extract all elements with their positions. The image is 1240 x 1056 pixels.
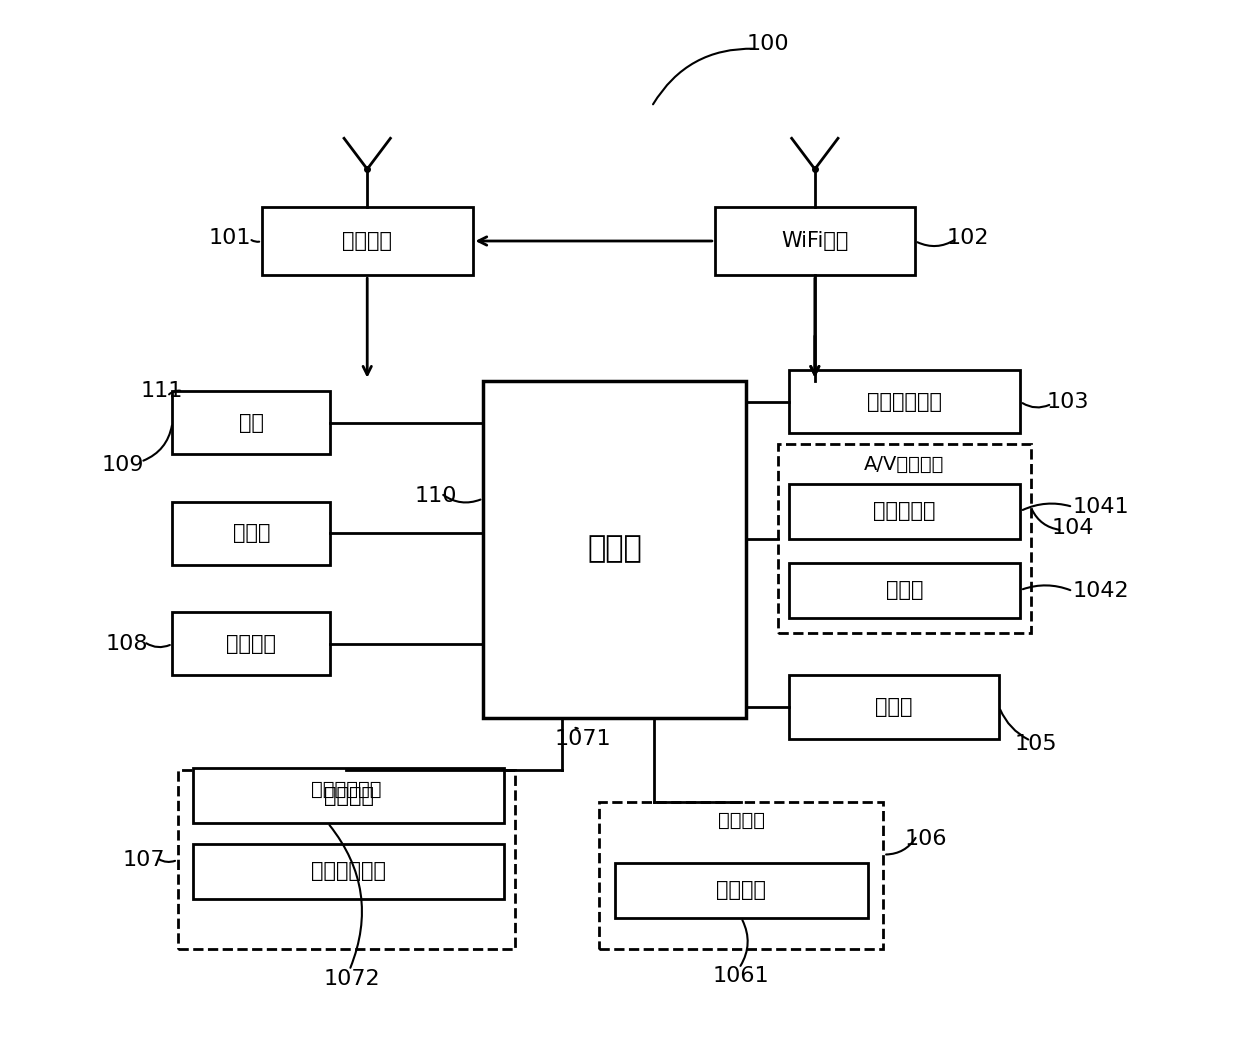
Text: WiFi模块: WiFi模块 <box>781 231 848 251</box>
Bar <box>193 768 505 823</box>
Text: 111: 111 <box>140 381 184 401</box>
Text: 1072: 1072 <box>324 968 379 988</box>
Bar <box>172 612 330 676</box>
Text: 104: 104 <box>1052 518 1094 538</box>
Text: 传感器: 传感器 <box>875 697 913 717</box>
Text: 电源: 电源 <box>239 413 264 433</box>
Text: 108: 108 <box>105 634 149 654</box>
Bar <box>789 370 1021 433</box>
Bar <box>789 676 999 738</box>
Bar <box>789 563 1021 618</box>
Bar <box>177 770 515 949</box>
Text: 100: 100 <box>746 34 789 54</box>
Text: 1041: 1041 <box>1073 497 1130 517</box>
Text: 107: 107 <box>123 850 165 870</box>
Text: 射频单元: 射频单元 <box>342 231 392 251</box>
Bar <box>789 484 1021 539</box>
Bar <box>714 207 915 276</box>
Bar <box>484 380 746 718</box>
Bar <box>615 863 868 918</box>
Text: 1071: 1071 <box>554 729 611 749</box>
Bar <box>193 844 505 899</box>
Text: 102: 102 <box>946 228 988 248</box>
Text: 103: 103 <box>1047 392 1089 412</box>
Text: 显示单元: 显示单元 <box>718 811 765 830</box>
Bar <box>172 502 330 565</box>
Text: 显示面板: 显示面板 <box>717 881 766 901</box>
Text: 1042: 1042 <box>1073 581 1130 601</box>
Bar <box>262 207 472 276</box>
Text: A/V输入单元: A/V输入单元 <box>864 455 945 474</box>
Text: 触控面板: 触控面板 <box>324 786 373 806</box>
Text: 其他输入设备: 其他输入设备 <box>311 862 387 882</box>
Text: 110: 110 <box>414 487 456 507</box>
Text: 图形处理器: 图形处理器 <box>873 502 936 522</box>
Text: 处理器: 处理器 <box>588 534 642 564</box>
Text: 接口单元: 接口单元 <box>227 634 277 654</box>
Text: 音频输出单元: 音频输出单元 <box>867 392 942 412</box>
Bar <box>172 391 330 454</box>
Text: 101: 101 <box>210 228 252 248</box>
Text: 用户输入单元: 用户输入单元 <box>311 779 382 798</box>
Text: 存储器: 存储器 <box>233 524 270 543</box>
Bar <box>599 802 883 949</box>
Text: 1061: 1061 <box>713 965 770 985</box>
Text: 麦克风: 麦克风 <box>885 580 923 600</box>
Text: 105: 105 <box>1014 734 1058 754</box>
Text: 109: 109 <box>102 455 144 475</box>
Text: 106: 106 <box>904 829 946 849</box>
Bar <box>777 444 1030 634</box>
